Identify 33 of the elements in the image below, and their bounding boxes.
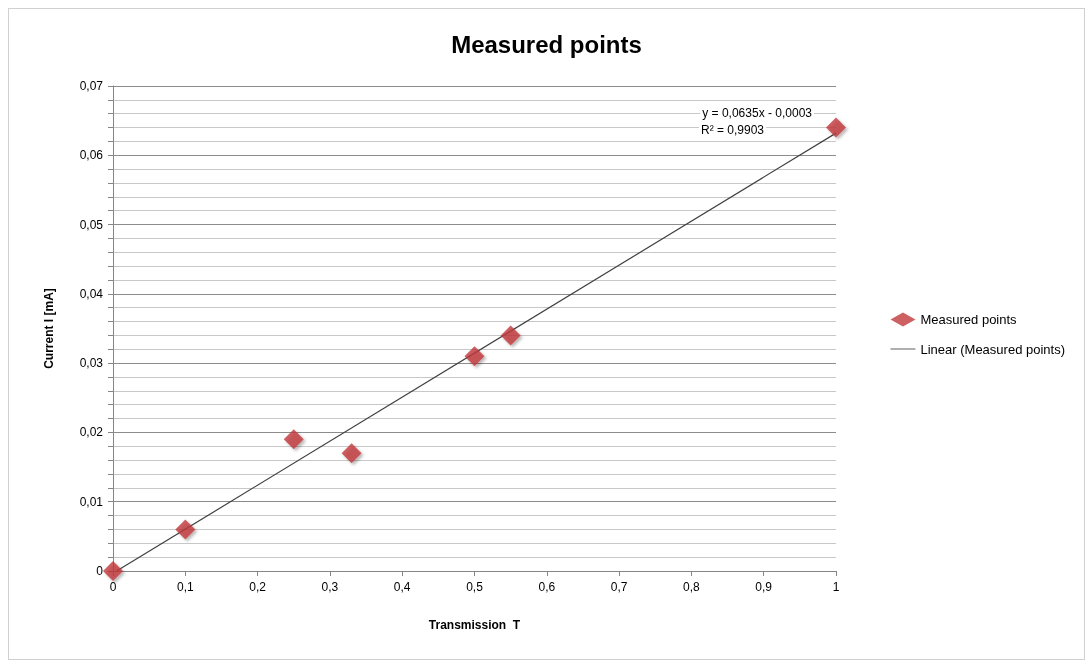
point — [341, 443, 362, 464]
x-tick-label: 1 — [832, 580, 840, 594]
x-tick-label: 0,1 — [176, 580, 194, 594]
legend-label: Linear (Measured points) — [920, 341, 1066, 357]
y-tick-label: 0,02 — [79, 425, 104, 440]
chart-title: Measured points — [451, 30, 642, 58]
legend-label: Measured points — [920, 312, 1018, 327]
annotation: y = 0,0635x - 0,0003 — [702, 106, 813, 120]
x-tick-label: 0 — [109, 580, 117, 594]
y-tick-label: 0 — [96, 564, 104, 578]
point — [175, 519, 196, 540]
point — [103, 561, 123, 581]
x-tick-label: 0,6 — [538, 580, 556, 594]
y-tick-label: 0,03 — [79, 356, 104, 371]
x-axis-title: Transmission T — [428, 618, 521, 632]
x-tick-label: 0,8 — [683, 580, 701, 594]
annotation: R² = 0,9903 — [700, 123, 765, 137]
x-tick-label: 0,2 — [249, 580, 267, 594]
x-tick-label: 0,4 — [393, 580, 411, 594]
y-tick-label: 0,01 — [79, 494, 104, 509]
y-tick-label: 0,05 — [79, 217, 104, 232]
point — [464, 346, 485, 367]
point — [500, 325, 521, 346]
x-tick-label: 0,9 — [755, 580, 773, 594]
x-tick-label: 0,5 — [466, 580, 484, 594]
x-tick-label: 0,3 — [321, 580, 339, 594]
y-tick-label: 0,06 — [79, 148, 104, 163]
point — [826, 117, 846, 138]
y-axis-title: Current I [mA] — [42, 288, 56, 369]
y-tick-label: 0,04 — [79, 286, 104, 301]
x-tick-label: 0,7 — [610, 580, 628, 594]
y-tick-label: 0,07 — [79, 79, 104, 93]
point — [283, 429, 304, 450]
